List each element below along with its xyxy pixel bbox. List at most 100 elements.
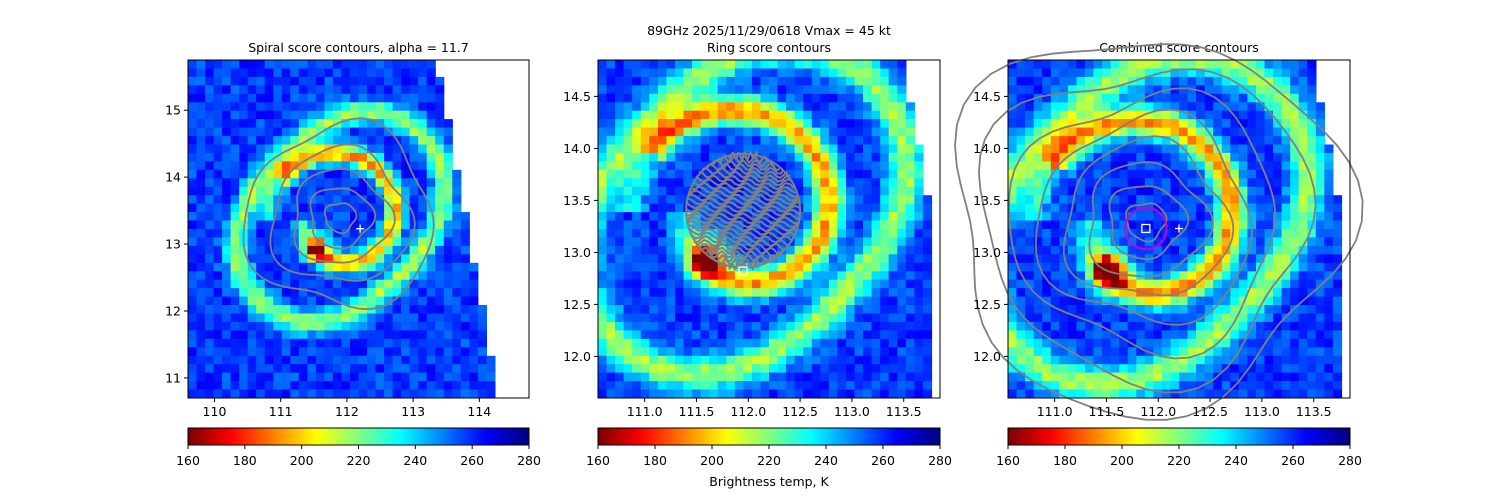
heatmap-cell: [623, 93, 633, 103]
heatmap-cell: [1324, 389, 1334, 399]
heatmap-cell: [615, 338, 625, 348]
heatmap-cell: [871, 355, 881, 365]
plot-frame: [1007, 59, 1351, 399]
y-tick-label: 13.5: [563, 193, 591, 208]
heatmap-cell: [1067, 355, 1077, 365]
heatmap-cell: [1256, 245, 1266, 255]
heatmap-cell: [443, 338, 453, 348]
heatmap-cell: [1213, 102, 1223, 112]
heatmap-cell: [247, 372, 257, 382]
colorbar-segment: [714, 428, 719, 445]
heatmap-cell: [846, 262, 856, 272]
heatmap-cell: [1256, 262, 1266, 272]
heatmap-cell: [820, 237, 830, 247]
heatmap-cell: [657, 110, 668, 120]
heatmap-cell: [435, 229, 445, 238]
heatmap-cell: [1315, 229, 1325, 238]
heatmap-cell: [1247, 313, 1257, 323]
heatmap-cell: [632, 288, 642, 298]
heatmap-cell: [675, 288, 685, 298]
heatmap-cell: [1264, 372, 1274, 382]
heatmap-cell: [1144, 355, 1154, 365]
heatmap-cell: [666, 229, 676, 238]
heatmap-cell: [888, 169, 898, 179]
heatmap-cell: [367, 60, 377, 69]
colorbar-tick-label: 280: [517, 453, 541, 468]
heatmap-cell: [820, 68, 830, 78]
heatmap-cell: [196, 220, 206, 230]
heatmap-cell: [341, 93, 351, 103]
heatmap-cell: [426, 313, 436, 323]
heatmap-cell: [1324, 338, 1334, 348]
heatmap-cell: [828, 136, 839, 146]
contour-line: [1008, 87, 1276, 360]
heatmap-cell: [418, 144, 428, 154]
heatmap-cell: [1076, 203, 1086, 213]
heatmap-cell: [1332, 288, 1343, 298]
heatmap-cell: [1264, 305, 1274, 314]
heatmap-cell: [409, 296, 419, 306]
heatmap-cell: [188, 229, 198, 238]
heatmap-cell: [1187, 212, 1197, 222]
heatmap-cell: [649, 102, 659, 112]
heatmap-cell: [1196, 279, 1206, 289]
heatmap-cell: [315, 330, 325, 340]
heatmap-cell: [871, 288, 881, 298]
heatmap-cell: [888, 85, 898, 95]
heatmap-cell: [1093, 254, 1103, 264]
heatmap-cell: [794, 152, 804, 162]
colorbar-segment: [219, 428, 223, 445]
heatmap-cell: [188, 279, 198, 289]
heatmap-cell: [1153, 178, 1163, 188]
heatmap-cell: [615, 364, 625, 374]
heatmap-cell: [640, 305, 650, 314]
heatmap-cell: [598, 229, 608, 238]
heatmap-cell: [230, 229, 240, 238]
heatmap-cell: [196, 372, 206, 382]
heatmap-cell: [820, 262, 830, 272]
heatmap-cell: [1324, 305, 1334, 314]
heatmap-cell: [1238, 288, 1248, 298]
heatmap-cell: [1153, 313, 1163, 323]
heatmap-cell: [1230, 93, 1240, 103]
heatmap-cell: [598, 186, 608, 196]
heatmap-cell: [281, 296, 291, 306]
heatmap-cell: [675, 338, 685, 348]
heatmap-cell: [392, 389, 402, 399]
heatmap-cell: [1238, 313, 1248, 323]
heatmap-cell: [922, 279, 933, 289]
heatmap-cell: [1307, 279, 1317, 289]
heatmap-cell: [256, 313, 266, 323]
heatmap-cell: [1247, 338, 1257, 348]
heatmap-cell: [615, 203, 625, 213]
heatmap-cell: [332, 355, 342, 365]
x-tick-label: 112.0: [1140, 404, 1176, 419]
heatmap-cell: [709, 271, 719, 281]
heatmap-cell: [871, 152, 881, 162]
heatmap-cell: [1025, 245, 1035, 255]
heatmap-cell: [717, 347, 727, 357]
heatmap-cell: [623, 186, 633, 196]
heatmap-cell: [315, 102, 325, 112]
heatmap-cell: [675, 144, 685, 154]
heatmap-cell: [298, 245, 308, 255]
heatmap-cell: [452, 381, 462, 391]
heatmap-cell: [281, 110, 291, 120]
heatmap-cell: [1067, 254, 1077, 264]
heatmap-cell: [1170, 245, 1180, 255]
axis-ticks: 111.0 111.5 112.0 112.5 113.0 113.512.012.513…: [973, 89, 1331, 419]
heatmap-cell: [1230, 169, 1240, 179]
heatmap-cell: [1085, 355, 1095, 365]
heatmap-cell: [1307, 296, 1317, 306]
heatmap-cell: [777, 288, 787, 298]
heatmap-cell: [230, 144, 240, 154]
heatmap-cell: [1119, 60, 1129, 69]
heatmap-cell: [623, 102, 633, 112]
heatmap-cell: [1110, 161, 1120, 171]
heatmap-cell: [418, 110, 428, 120]
heatmap-cell: [384, 76, 394, 86]
heatmap-cell: [1085, 372, 1095, 382]
heatmap-cell: [409, 364, 419, 374]
heatmap-cell: [751, 381, 762, 391]
